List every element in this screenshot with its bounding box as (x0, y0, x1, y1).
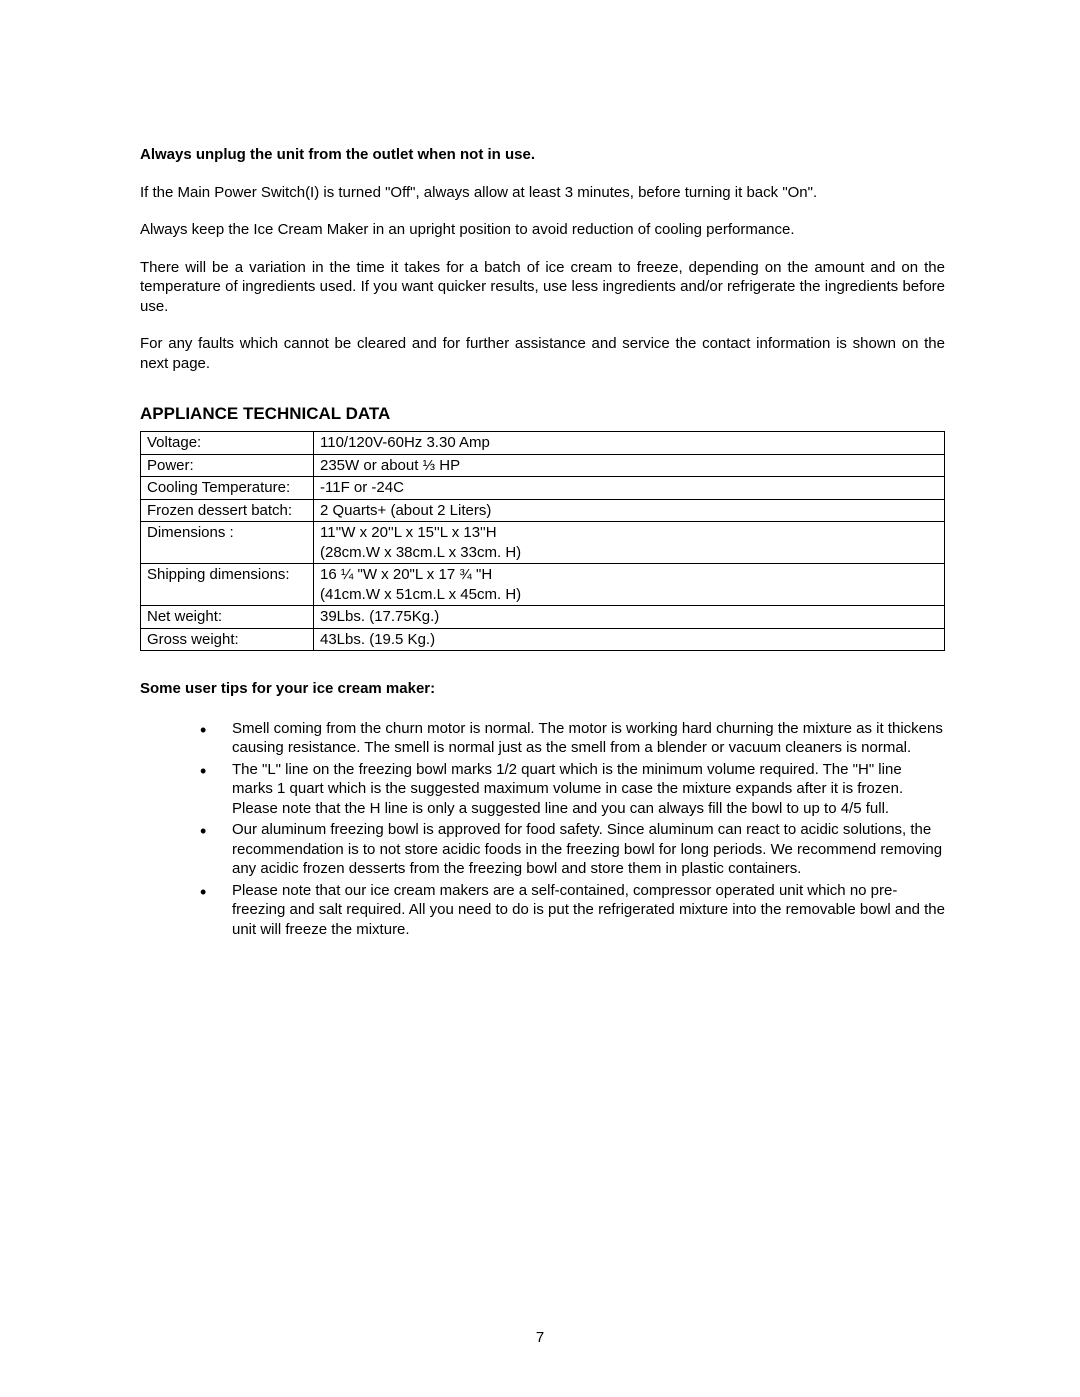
technical-data-table: Voltage:110/120V-60Hz 3.30 AmpPower:235W… (140, 431, 945, 651)
list-item: Smell coming from the churn motor is nor… (200, 719, 945, 758)
page-number: 7 (0, 1328, 1080, 1348)
table-cell-value: -11F or -24C (314, 477, 945, 500)
tips-heading: Some user tips for your ice cream maker: (140, 679, 945, 699)
intro-para-3: There will be a variation in the time it… (140, 258, 945, 317)
table-cell-label: Cooling Temperature: (141, 477, 314, 500)
table-cell-value: 39Lbs. (17.75Kg.) (314, 606, 945, 629)
table-cell-value: 16 ¼ "W x 20"L x 17 ¾ "H(41cm.W x 51cm.L… (314, 564, 945, 606)
table-cell-label: Voltage: (141, 432, 314, 455)
table-cell-label: Power: (141, 454, 314, 477)
table-cell-value: 235W or about ⅓ HP (314, 454, 945, 477)
table-cell-label: Net weight: (141, 606, 314, 629)
table-cell-label: Gross weight: (141, 628, 314, 651)
list-item: Our aluminum freezing bowl is approved f… (200, 820, 945, 879)
intro-para-1: If the Main Power Switch(I) is turned "O… (140, 183, 945, 203)
list-item: Please note that our ice cream makers ar… (200, 881, 945, 940)
table-row: Frozen dessert batch:2 Quarts+ (about 2 … (141, 499, 945, 522)
list-item: The "L" line on the freezing bowl marks … (200, 760, 945, 819)
table-row: Net weight:39Lbs. (17.75Kg.) (141, 606, 945, 629)
table-cell-label: Dimensions : (141, 522, 314, 564)
table-row: Dimensions :11''W x 20''L x 15''L x 13''… (141, 522, 945, 564)
table-row: Power:235W or about ⅓ HP (141, 454, 945, 477)
tips-list: Smell coming from the churn motor is nor… (140, 719, 945, 940)
table-row: Shipping dimensions:16 ¼ "W x 20"L x 17 … (141, 564, 945, 606)
intro-para-2: Always keep the Ice Cream Maker in an up… (140, 220, 945, 240)
table-row: Voltage:110/120V-60Hz 3.30 Amp (141, 432, 945, 455)
table-cell-value: 43Lbs. (19.5 Kg.) (314, 628, 945, 651)
table-cell-value: 2 Quarts+ (about 2 Liters) (314, 499, 945, 522)
document-page: Always unplug the unit from the outlet w… (0, 0, 1080, 1397)
table-cell-label: Shipping dimensions: (141, 564, 314, 606)
intro-heading: Always unplug the unit from the outlet w… (140, 145, 945, 165)
table-cell-value: 110/120V-60Hz 3.30 Amp (314, 432, 945, 455)
technical-data-heading: APPLIANCE TECHNICAL DATA (140, 403, 945, 425)
table-cell-value: 11''W x 20''L x 15''L x 13''H(28cm.W x 3… (314, 522, 945, 564)
table-row: Gross weight:43Lbs. (19.5 Kg.) (141, 628, 945, 651)
intro-para-4: For any faults which cannot be cleared a… (140, 334, 945, 373)
table-cell-label: Frozen dessert batch: (141, 499, 314, 522)
table-row: Cooling Temperature:-11F or -24C (141, 477, 945, 500)
